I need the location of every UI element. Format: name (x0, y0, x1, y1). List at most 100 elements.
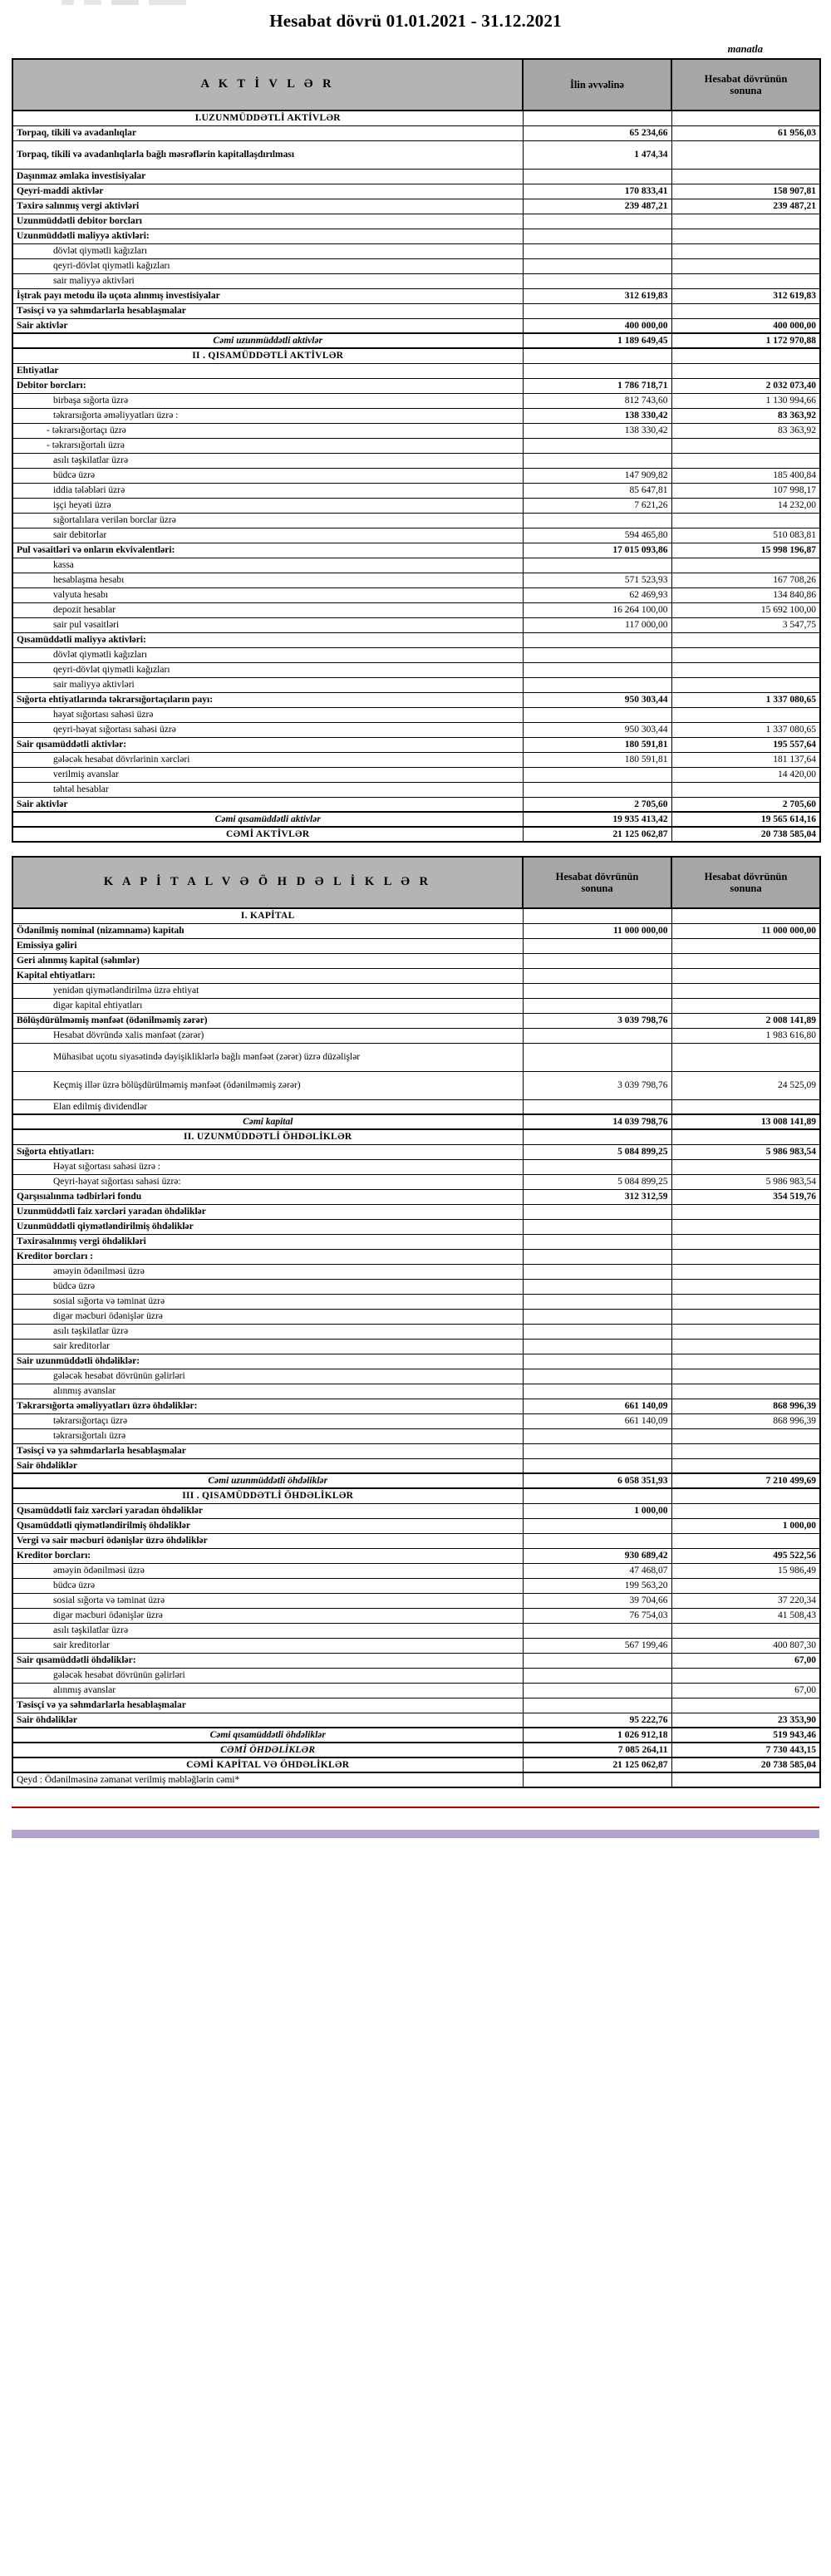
row-value-col2 (671, 452, 821, 469)
row-value-col2: 67,00 (671, 1652, 821, 1669)
row-value-col1 (522, 1517, 672, 1534)
row-value-col1: 147 909,82 (522, 467, 672, 484)
assets-header-label: A K T İ V L Ə R (12, 58, 524, 111)
row-value-col1: 76 754,03 (522, 1607, 672, 1624)
row-value-col1: 571 523,93 (522, 572, 672, 588)
row-value-col1: 138 330,42 (522, 407, 672, 424)
row-value-col1: 180 591,81 (522, 736, 672, 753)
row-value-col2 (671, 1203, 821, 1220)
row-value-col1: 85 647,81 (522, 482, 672, 499)
row-label: kassa (12, 557, 524, 573)
row-value-col1 (522, 1458, 672, 1474)
row-value-col1 (522, 1042, 672, 1072)
table-row: qeyri-həyat sığortası sahəsi üzrə 950 303… (12, 721, 821, 738)
subtotal-label: Cəmi qısamüddətli öhdəliklər (12, 1727, 524, 1743)
subtotal-label: Cəmi kapital (12, 1113, 524, 1130)
row-value-col2: 2 008 141,89 (671, 1012, 821, 1029)
row-value-col2: 2 705,60 (671, 796, 821, 813)
row-label: birbaşa sığorta üzrə (12, 392, 524, 409)
row-value-col1 (522, 1233, 672, 1250)
row-value-col2: 14 232,00 (671, 497, 821, 514)
row-label: - təkrarsığortalı üzrə (12, 437, 524, 454)
row-value-col2 (671, 1323, 821, 1340)
table-row: Elan edilmiş dividendlər (12, 1099, 821, 1115)
liabilities-header-col2: Hesabat dövrünün sonuna (671, 856, 821, 909)
table-row: Qısamüddətli maliyyə aktivləri: (12, 632, 821, 648)
grand-total-value-col2: 20 738 585,04 (671, 826, 821, 843)
row-value-col1: 661 140,09 (522, 1413, 672, 1429)
subtotal-label: Cəmi uzunmüddətli aktivlər (12, 332, 524, 349)
row-value-col2 (671, 1458, 821, 1474)
subtotal-row: Cəmi uzunmüddətli öhdəliklər 6 058 351,93… (12, 1472, 821, 1489)
table-row: sosial sığorta və təminat üzrə 39 704,66 3… (12, 1592, 821, 1609)
row-value-col1: 312 312,59 (522, 1188, 672, 1205)
row-label: Qısamüddətli faiz xərcləri yaradan öhdəl… (12, 1502, 524, 1519)
assets-header-col2-line1: Hesabat dövrünün (704, 72, 788, 85)
row-label: hesablaşma hesabı (12, 572, 524, 588)
row-label: Təsisçi və ya səhmdarlarla hesablaşmalar (12, 302, 524, 319)
row-label: Keçmiş illər üzrə bölüşdürülməmiş mənfəə… (12, 1070, 524, 1100)
row-label: iddia tələbləri üzrə (12, 482, 524, 499)
table-row: asılı təşkilatlar üzrə (12, 452, 821, 469)
page-title: Hesabat dövrü 01.01.2021 - 31.12.2021 (269, 11, 562, 31)
row-value-col1: 1 000,00 (522, 1502, 672, 1519)
row-value-col2: 134 840,86 (671, 587, 821, 603)
table-row: büdcə üzrə (12, 1278, 821, 1295)
liabilities-header-col1-line1: Hesabat dövrünün (555, 870, 639, 882)
row-label: Qeyri-həyat sığortası sahəsi üzrə: (12, 1173, 524, 1190)
row-label: Kreditor borcları: (12, 1547, 524, 1564)
liabilities-header-col1: Hesabat dövrünün sonuna (522, 856, 672, 909)
table-row: Sığorta ehtiyatları: 5 084 899,25 5 986 98… (12, 1143, 821, 1160)
row-label: Təsisçi və ya səhmdarlarla hesablaşmalar (12, 1443, 524, 1459)
row-value-col2 (671, 982, 821, 999)
row-value-col1: 930 689,42 (522, 1547, 672, 1564)
table-row: Bölüşdürülməmiş mənfəət (ödənilməmiş zər… (12, 1012, 821, 1029)
row-value-col1: 5 084 899,25 (522, 1173, 672, 1190)
row-value-col1 (522, 362, 672, 379)
row-label: sosial sığorta və təminat üzrə (12, 1592, 524, 1609)
row-value-col1 (522, 1682, 672, 1698)
liabilities-header-col2-line2: sonuna (730, 882, 762, 894)
table-row: Qeyri-maddi aktivlər 170 833,41 158 907,81 (12, 183, 821, 199)
row-value-col1 (522, 1263, 672, 1280)
table-row: Təsisçi və ya səhmdarlarla hesablaşmalar (12, 1443, 821, 1459)
row-value-col2 (671, 967, 821, 984)
row-label: - təkrarsığortaçı üzrə (12, 422, 524, 439)
row-value-col1 (522, 967, 672, 984)
row-label: Qısamüddətli qiymətləndirilmiş öhdəliklə… (12, 1517, 524, 1534)
row-value-col2 (671, 228, 821, 244)
table-row: Uzunmüddətli qiymətləndirilmiş öhdəliklə… (12, 1218, 821, 1235)
table-row: Təsisçi və ya səhmdarlarla hesablaşmalar (12, 1697, 821, 1713)
row-value-col2 (671, 1532, 821, 1549)
row-value-col1 (522, 1368, 672, 1384)
row-label: Sığorta ehtiyatları: (12, 1143, 524, 1160)
table-row: dövlət qiymətli kağızları (12, 646, 821, 663)
row-label: sosial sığorta və təminat üzrə (12, 1293, 524, 1310)
table-row: asılı təşkilatlar üzrə (12, 1323, 821, 1340)
row-value-col1: 950 303,44 (522, 691, 672, 708)
subtotal-value-col1: 1 189 649,45 (522, 332, 672, 349)
row-label: digər məcburi ödənişlər üzrə (12, 1607, 524, 1624)
subtotal-value-col1: 14 039 798,76 (522, 1113, 672, 1130)
row-label: Torpaq, tikili və avadanlıqlar (12, 125, 524, 141)
section-heading-row: III . QISAMÜDDƏTLİ ÖHDƏLİKLƏR (12, 1487, 821, 1504)
table-row: gələcək hesabat dövrünün gəlirləri (12, 1667, 821, 1684)
row-label: Sair uzunmüddətli öhdəliklər: (12, 1353, 524, 1369)
row-value-col1: 11 000 000,00 (522, 922, 672, 939)
table-row: Uzunmüddətli maliyyə aktivləri: (12, 228, 821, 244)
row-value-col2: 83 363,92 (671, 422, 821, 439)
row-value-col1 (522, 1323, 672, 1340)
row-label: təkrarsığortaçı üzrə (12, 1413, 524, 1429)
section-heading-row: I. KAPİTAL (12, 907, 821, 924)
row-value-col2: 1 983 616,80 (671, 1027, 821, 1044)
grand-total-label: CƏMİ AKTİVLƏR (12, 826, 524, 843)
row-value-col2: 354 519,76 (671, 1188, 821, 1205)
row-value-col1 (522, 213, 672, 229)
row-label: Elan edilmiş dividendlər (12, 1099, 524, 1115)
table-row: digər məcburi ödənişlər üzrə 76 754,03 41 … (12, 1607, 821, 1624)
grand-total-value-col1: 21 125 062,87 (522, 1757, 672, 1773)
row-label: Hesabat dövründə xalis mənfəət (zərər) (12, 1027, 524, 1044)
table-row: sair maliyyə aktivləri (12, 676, 821, 693)
assets-table-header-row: A K T İ V L Ə R İlin əvvəlinə Hesabat dö… (12, 58, 821, 111)
row-value-col1: 3 039 798,76 (522, 1070, 672, 1100)
